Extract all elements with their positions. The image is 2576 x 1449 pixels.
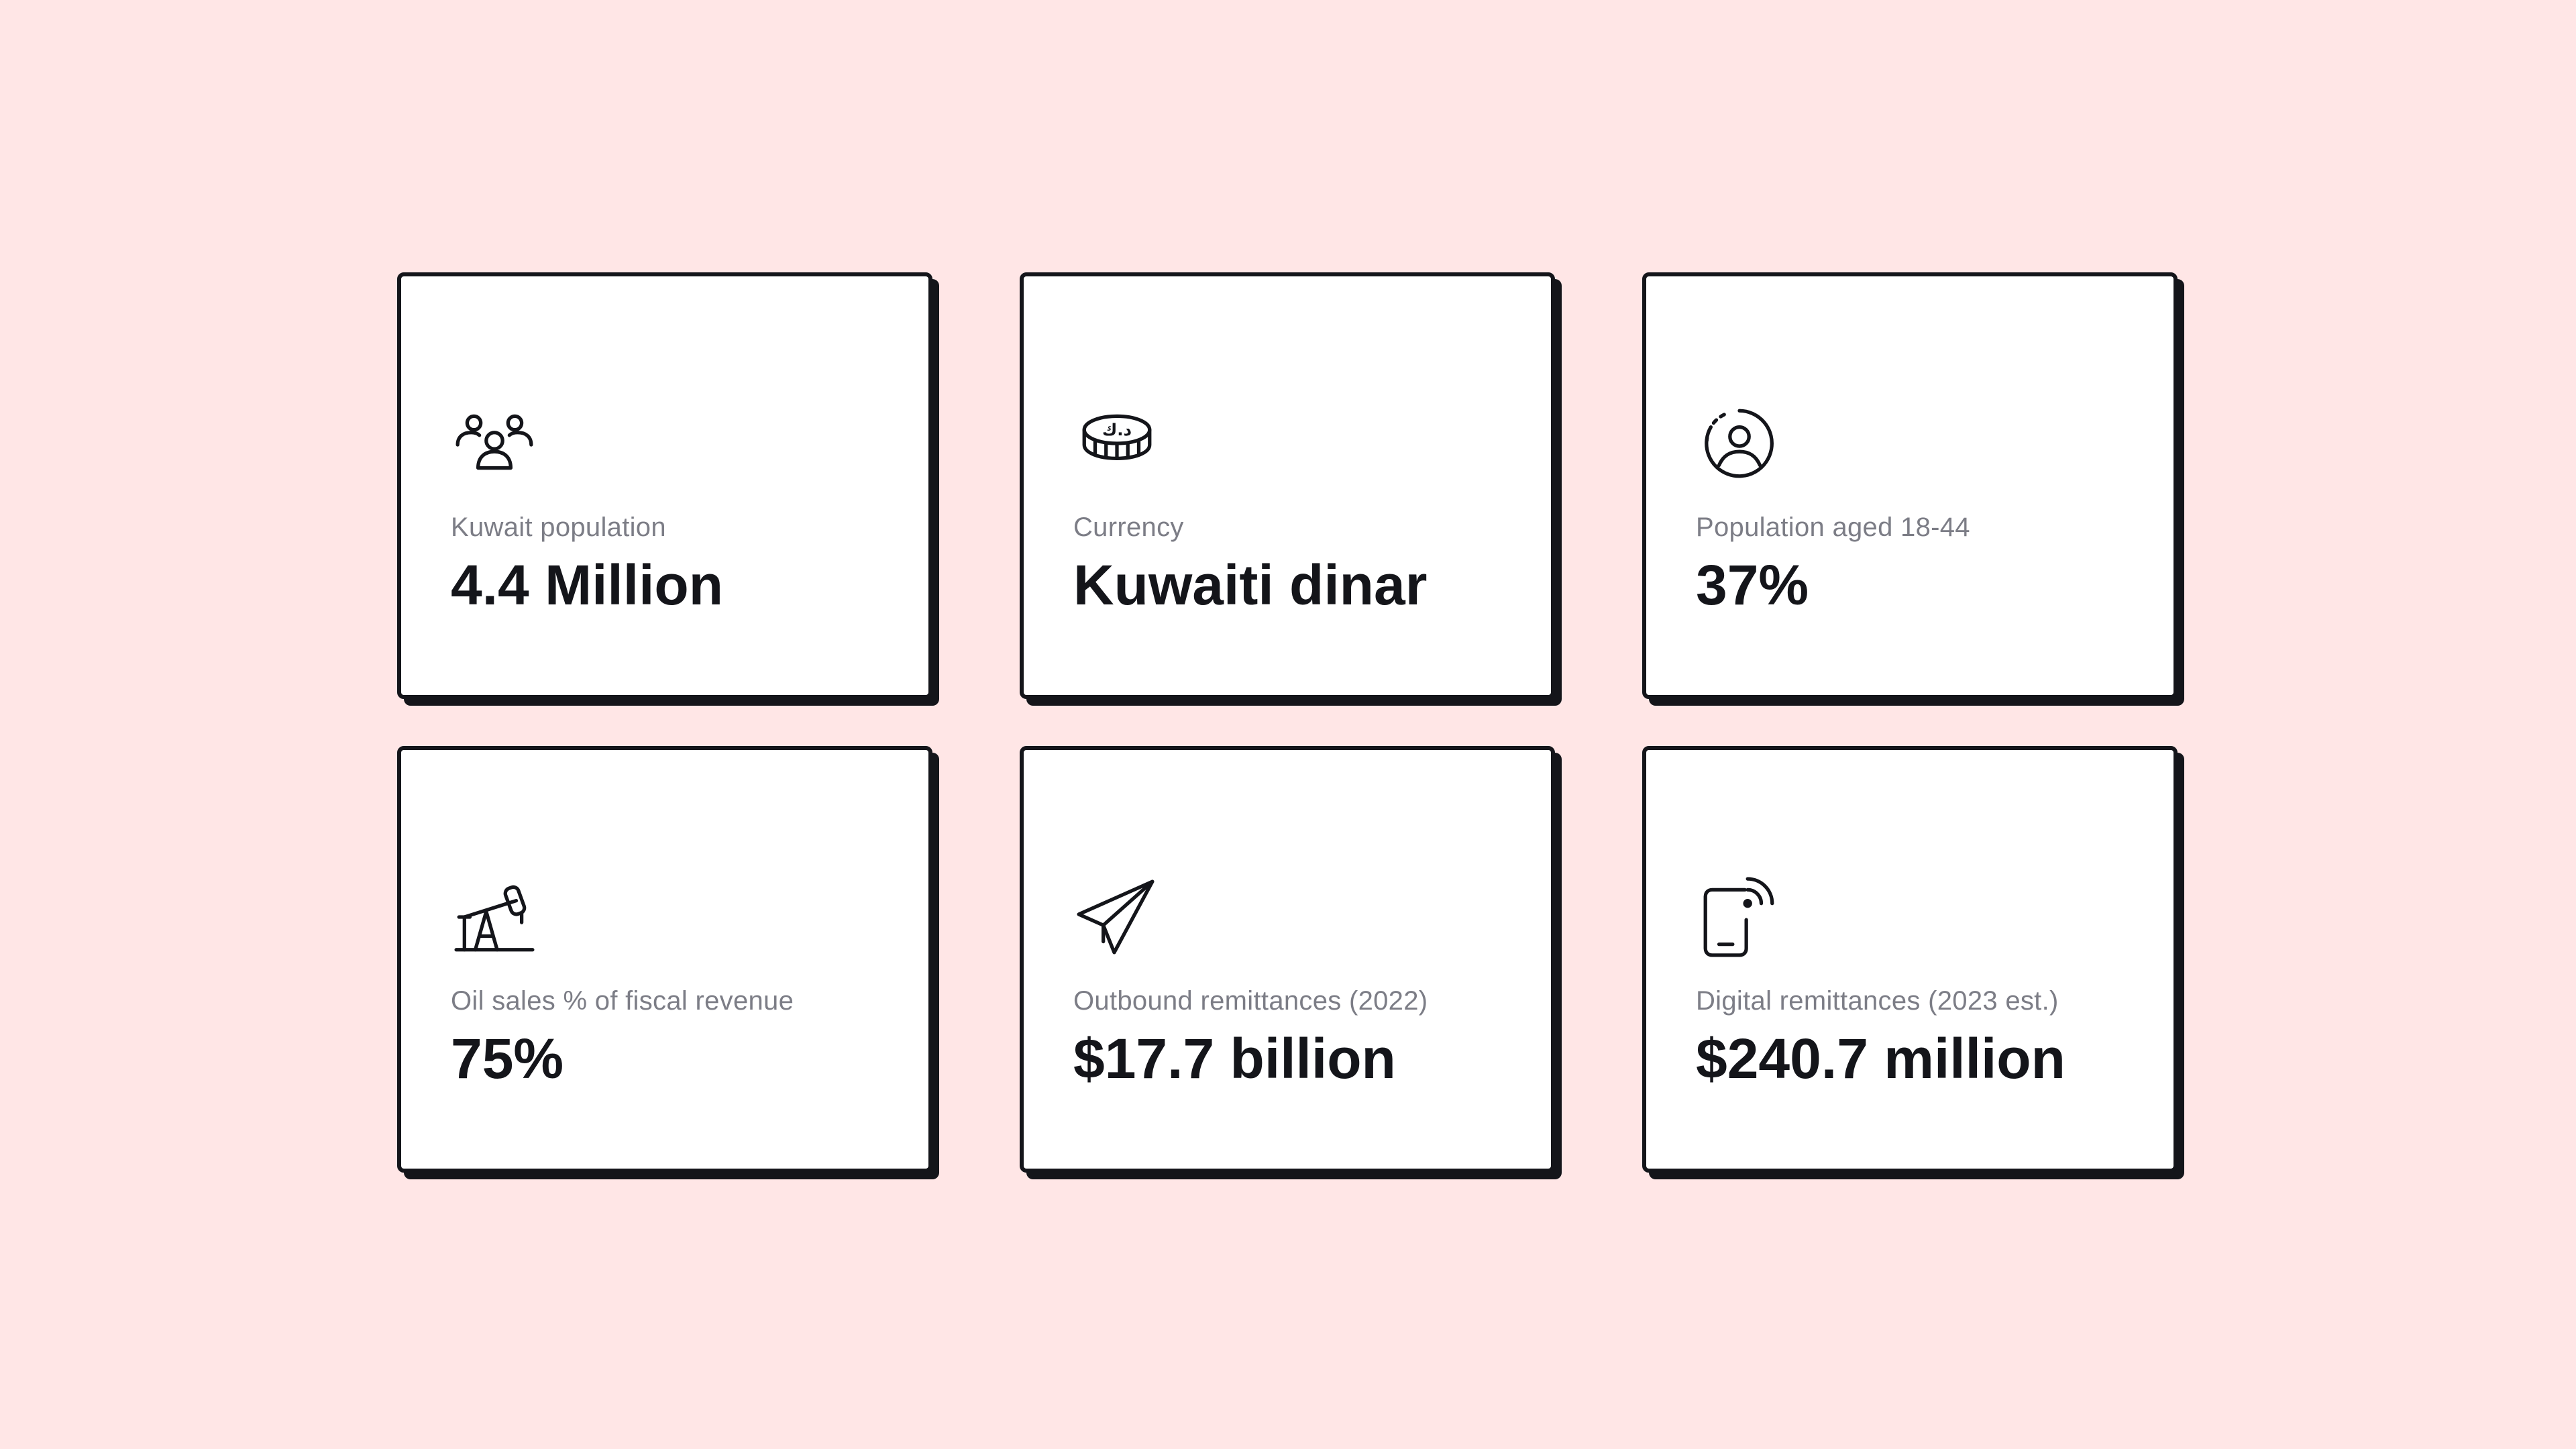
stat-value: $240.7 million xyxy=(1696,1027,2065,1090)
stats-grid: Kuwait population 4.4 Million د.ك Curren… xyxy=(397,272,2178,1173)
stat-card-outbound-remittances: Outbound remittances (2022) $17.7 billio… xyxy=(1020,746,1555,1173)
oil-pumpjack-icon xyxy=(451,873,538,961)
stat-label: Digital remittances (2023 est.) xyxy=(1696,986,2059,1016)
stat-card-oil: Oil sales % of fiscal revenue 75% xyxy=(397,746,932,1173)
stat-card-digital-remittances: Digital remittances (2023 est.) $240.7 m… xyxy=(1642,746,2178,1173)
people-group-icon xyxy=(451,400,538,487)
stat-value: 75% xyxy=(451,1027,564,1090)
stat-value: 4.4 Million xyxy=(451,553,724,616)
stat-card-population: Kuwait population 4.4 Million xyxy=(397,272,932,699)
stat-card-age: Population aged 18-44 37% xyxy=(1642,272,2178,699)
dinar-symbol: د.ك xyxy=(1102,420,1132,439)
mobile-signal-icon xyxy=(1696,873,1783,961)
stat-value: Kuwaiti dinar xyxy=(1073,553,1428,616)
stat-value: $17.7 billion xyxy=(1073,1027,1396,1090)
stat-card-currency: د.ك Currency Kuwaiti dinar xyxy=(1020,272,1555,699)
dinar-coin-icon: د.ك xyxy=(1073,400,1161,487)
stat-label: Oil sales % of fiscal revenue xyxy=(451,986,794,1016)
stat-label: Outbound remittances (2022) xyxy=(1073,986,1428,1016)
stat-label: Population aged 18-44 xyxy=(1696,513,1970,542)
stat-label: Currency xyxy=(1073,513,1184,542)
paper-plane-icon xyxy=(1073,873,1161,961)
user-circle-dashed-icon xyxy=(1696,400,1783,487)
stat-value: 37% xyxy=(1696,553,1809,616)
stat-label: Kuwait population xyxy=(451,513,666,542)
